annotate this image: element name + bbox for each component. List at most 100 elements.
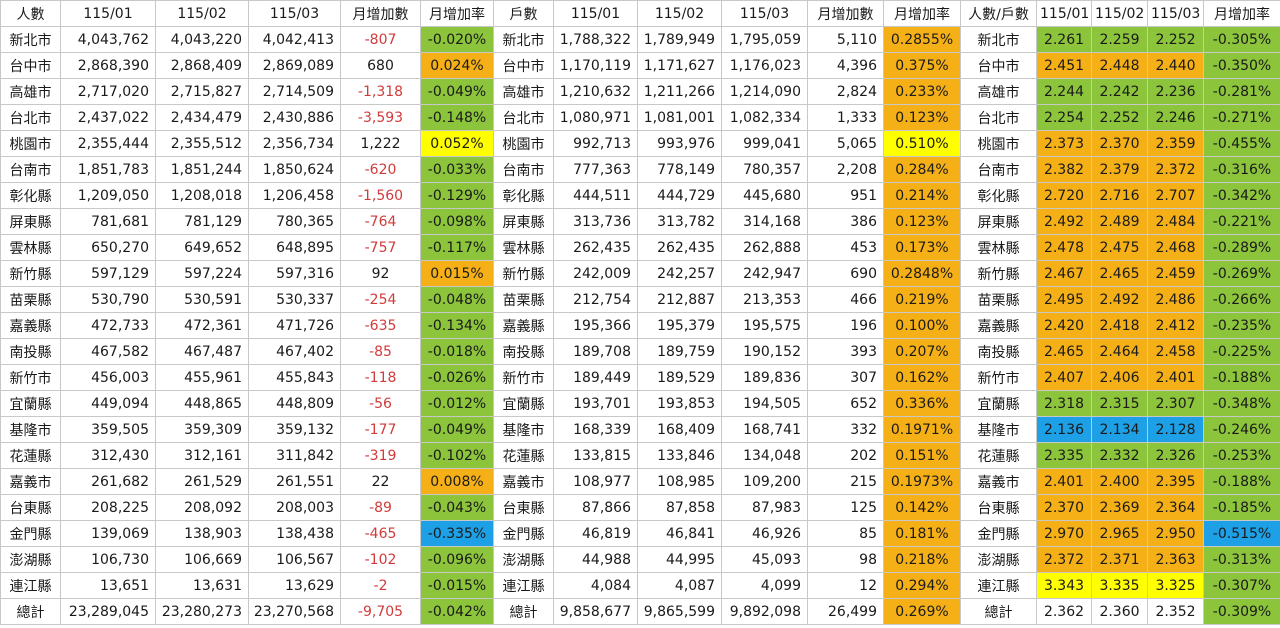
cell-pop-115-01[interactable]: 23,289,045	[60, 598, 156, 625]
cell-ratio-115-03[interactable]: 2.252	[1147, 26, 1204, 53]
cell-ratio-115-03[interactable]: 2.372	[1147, 156, 1204, 183]
cell-hh-115-03[interactable]: 314,168	[721, 208, 808, 235]
cell-ratio-monthly-rate[interactable]: -0.225%	[1203, 338, 1280, 365]
cell-pop-monthly-change[interactable]: -9,705	[340, 598, 421, 625]
cell-ratio-region[interactable]: 嘉義市	[960, 468, 1037, 495]
cell-hh-region[interactable]: 台南市	[493, 156, 554, 183]
cell-hh-monthly-rate[interactable]: 0.1971%	[883, 416, 961, 443]
cell-hh-monthly-rate[interactable]: 0.173%	[883, 234, 961, 261]
cell-pop-region[interactable]: 苗栗縣	[0, 286, 61, 313]
cell-hh-region[interactable]: 宜蘭縣	[493, 390, 554, 417]
cell-hh-115-01[interactable]: 4,084	[553, 572, 638, 599]
cell-pop-monthly-rate[interactable]: -0.098%	[420, 208, 494, 235]
cell-ratio-115-01[interactable]: 3.343	[1036, 572, 1092, 599]
cell-hh-monthly-rate[interactable]: 0.123%	[883, 208, 961, 235]
cell-hh-monthly-rate[interactable]: 0.181%	[883, 520, 961, 547]
cell-ratio-115-01[interactable]: 2.136	[1036, 416, 1092, 443]
cell-ratio-115-03[interactable]: 2.128	[1147, 416, 1204, 443]
cell-pop-region[interactable]: 台北市	[0, 104, 61, 131]
cell-hh-115-03[interactable]: 190,152	[721, 338, 808, 365]
cell-hh-monthly-change[interactable]: 5,065	[807, 130, 884, 157]
cell-pop-region[interactable]: 總計	[0, 598, 61, 625]
cell-ratio-115-03[interactable]: 2.359	[1147, 130, 1204, 157]
cell-hh-115-03[interactable]: 189,836	[721, 364, 808, 391]
cell-ratio-115-03[interactable]: 2.468	[1147, 234, 1204, 261]
cell-hh-115-02[interactable]: 168,409	[637, 416, 722, 443]
cell-hh-region[interactable]: 嘉義縣	[493, 312, 554, 339]
cell-ratio-region[interactable]: 屏東縣	[960, 208, 1037, 235]
cell-hh-115-02[interactable]: 108,985	[637, 468, 722, 495]
cell-ratio-monthly-rate[interactable]: -0.266%	[1203, 286, 1280, 313]
cell-ratio-region[interactable]: 澎湖縣	[960, 546, 1037, 573]
cell-ratio-115-03[interactable]: 2.352	[1147, 598, 1204, 625]
cell-hh-115-02[interactable]: 212,887	[637, 286, 722, 313]
cell-hh-monthly-rate[interactable]: 0.219%	[883, 286, 961, 313]
cell-pop-monthly-change[interactable]: 22	[340, 468, 421, 495]
cell-pop-115-01[interactable]: 467,582	[60, 338, 156, 365]
cell-hh-115-01[interactable]: 1,170,119	[553, 52, 638, 79]
cell-hh-monthly-rate[interactable]: 0.100%	[883, 312, 961, 339]
cell-hh-115-03[interactable]: 1,795,059	[721, 26, 808, 53]
cell-hh-115-01[interactable]: 1,210,632	[553, 78, 638, 105]
cell-ratio-monthly-rate[interactable]: -0.309%	[1203, 598, 1280, 625]
cell-hh-115-02[interactable]: 189,529	[637, 364, 722, 391]
cell-pop-region[interactable]: 台南市	[0, 156, 61, 183]
cell-pop-115-02[interactable]: 649,652	[155, 234, 249, 261]
cell-ratio-monthly-rate[interactable]: -0.348%	[1203, 390, 1280, 417]
cell-hh-115-03[interactable]: 1,214,090	[721, 78, 808, 105]
cell-hh-monthly-change[interactable]: 393	[807, 338, 884, 365]
cell-hh-115-02[interactable]: 1,171,627	[637, 52, 722, 79]
cell-ratio-region[interactable]: 高雄市	[960, 78, 1037, 105]
cell-hh-monthly-change[interactable]: 215	[807, 468, 884, 495]
cell-pop-115-02[interactable]: 13,631	[155, 572, 249, 599]
cell-ratio-115-03[interactable]: 2.486	[1147, 286, 1204, 313]
cell-hh-115-01[interactable]: 992,713	[553, 130, 638, 157]
cell-ratio-115-02[interactable]: 2.475	[1091, 234, 1148, 261]
cell-hh-region[interactable]: 雲林縣	[493, 234, 554, 261]
cell-hh-region[interactable]: 台東縣	[493, 494, 554, 521]
cell-pop-115-03[interactable]: 2,714,509	[248, 78, 341, 105]
cell-pop-115-02[interactable]: 781,129	[155, 208, 249, 235]
cell-ratio-115-03[interactable]: 2.395	[1147, 468, 1204, 495]
cell-pop-monthly-change[interactable]: -635	[340, 312, 421, 339]
cell-ratio-monthly-rate[interactable]: -0.455%	[1203, 130, 1280, 157]
cell-pop-monthly-rate[interactable]: -0.049%	[420, 416, 494, 443]
cell-ratio-monthly-rate[interactable]: -0.188%	[1203, 468, 1280, 495]
cell-hh-monthly-change[interactable]: 196	[807, 312, 884, 339]
cell-ratio-region[interactable]: 台南市	[960, 156, 1037, 183]
cell-pop-115-02[interactable]: 1,851,244	[155, 156, 249, 183]
cell-ratio-115-01[interactable]: 2.465	[1036, 338, 1092, 365]
cell-pop-monthly-rate[interactable]: -0.335%	[420, 520, 494, 547]
cell-pop-115-03[interactable]: 471,726	[248, 312, 341, 339]
cell-hh-115-01[interactable]: 313,736	[553, 208, 638, 235]
cell-ratio-115-02[interactable]: 2.252	[1091, 104, 1148, 131]
cell-ratio-region[interactable]: 台中市	[960, 52, 1037, 79]
cell-ratio-region[interactable]: 金門縣	[960, 520, 1037, 547]
cell-ratio-region[interactable]: 花蓮縣	[960, 442, 1037, 469]
cell-pop-115-03[interactable]: 1,850,624	[248, 156, 341, 183]
cell-pop-region[interactable]: 屏東縣	[0, 208, 61, 235]
cell-hh-115-02[interactable]: 189,759	[637, 338, 722, 365]
cell-pop-monthly-rate[interactable]: -0.015%	[420, 572, 494, 599]
cell-ratio-115-02[interactable]: 2.489	[1091, 208, 1148, 235]
cell-ratio-115-01[interactable]: 2.373	[1036, 130, 1092, 157]
cell-hh-region[interactable]: 新竹市	[493, 364, 554, 391]
cell-hh-region[interactable]: 基隆市	[493, 416, 554, 443]
cell-hh-115-02[interactable]: 778,149	[637, 156, 722, 183]
cell-pop-region[interactable]: 宜蘭縣	[0, 390, 61, 417]
cell-ratio-115-02[interactable]: 2.492	[1091, 286, 1148, 313]
cell-ratio-115-03[interactable]: 3.325	[1147, 572, 1204, 599]
cell-ratio-115-01[interactable]: 2.244	[1036, 78, 1092, 105]
cell-hh-monthly-change[interactable]: 202	[807, 442, 884, 469]
cell-hh-115-03[interactable]: 445,680	[721, 182, 808, 209]
cell-ratio-115-02[interactable]: 2.464	[1091, 338, 1148, 365]
cell-pop-115-01[interactable]: 449,094	[60, 390, 156, 417]
cell-hh-115-02[interactable]: 4,087	[637, 572, 722, 599]
cell-pop-115-02[interactable]: 2,434,479	[155, 104, 249, 131]
cell-pop-115-03[interactable]: 648,895	[248, 234, 341, 261]
cell-pop-115-01[interactable]: 208,225	[60, 494, 156, 521]
cell-hh-115-02[interactable]: 444,729	[637, 182, 722, 209]
cell-pop-region[interactable]: 彰化縣	[0, 182, 61, 209]
cell-pop-monthly-rate[interactable]: 0.008%	[420, 468, 494, 495]
cell-pop-115-01[interactable]: 2,437,022	[60, 104, 156, 131]
